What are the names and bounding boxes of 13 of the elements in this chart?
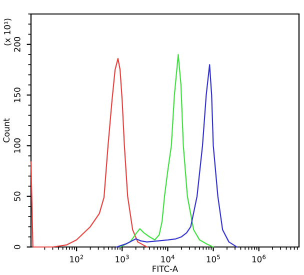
x-axis-title: FITC-A <box>152 266 178 272</box>
text: (x 10¹) <box>4 18 12 46</box>
x-tick-label: 10$^{4}$ <box>161 254 174 262</box>
y-tick-label: 150 <box>14 88 20 102</box>
x-tick-label: 10$^{2}$ <box>70 254 84 262</box>
y-tick-label: 200 <box>14 36 20 52</box>
y-tick-label: 50 <box>14 192 20 202</box>
y-axis-title: Count <box>3 118 10 142</box>
y-tick-label: 100 <box>14 138 20 153</box>
x-tick-label: 10$^{3}$ <box>116 254 129 262</box>
y-tick-label: 0 <box>14 244 20 250</box>
x-tick-label: 10$^{6}$ <box>252 254 266 262</box>
x-tick-label: 10$^{5}$ <box>206 254 220 262</box>
